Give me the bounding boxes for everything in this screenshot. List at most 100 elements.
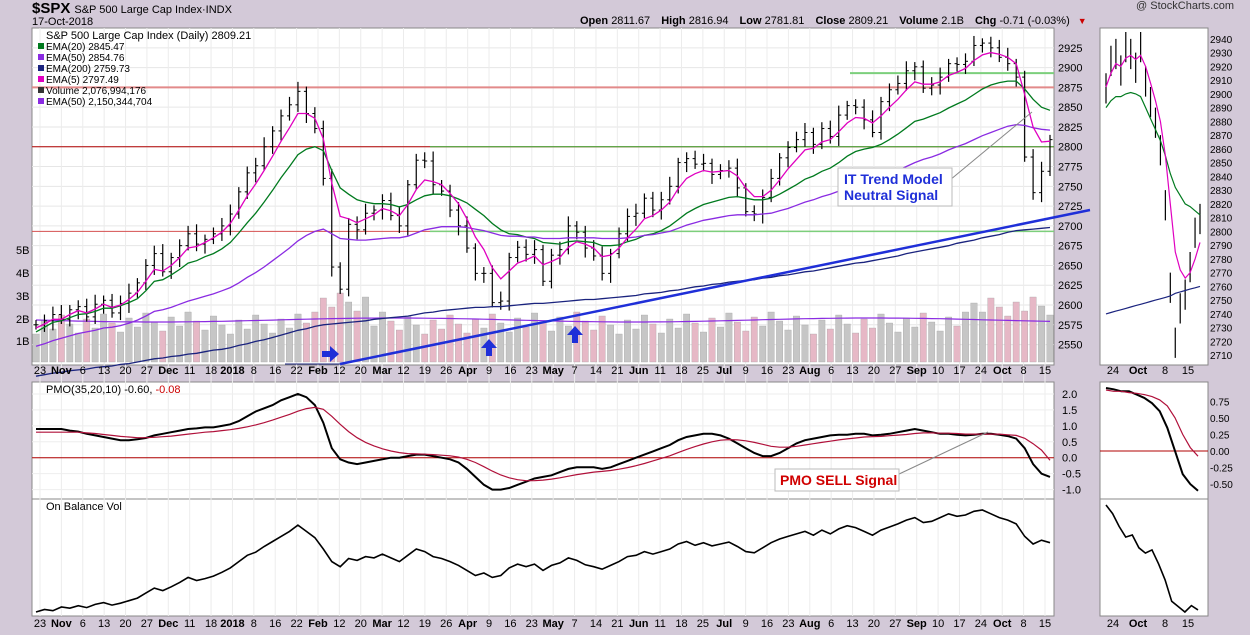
- x-tick-label: 16: [269, 618, 281, 630]
- volume-bar: [252, 314, 260, 363]
- y-tick-label: 2575: [1058, 320, 1082, 332]
- volume-bar: [581, 320, 589, 363]
- volume-bar: [218, 324, 226, 363]
- volume-bar: [472, 318, 479, 363]
- inset-y-tick-label: 2750: [1210, 296, 1233, 307]
- x-tick-label: 9: [486, 618, 492, 630]
- y-tick-label: 2675: [1058, 241, 1082, 253]
- volume-bar: [269, 332, 276, 363]
- ema-line-ema200: [35, 226, 1051, 377]
- inset-y-tick-label: 2920: [1210, 62, 1233, 73]
- x-tick-label: Oct: [993, 618, 1012, 630]
- volume-bar: [666, 318, 674, 363]
- x-tick-label: 23: [782, 618, 794, 630]
- volume-bar: [742, 330, 750, 363]
- volume-bar: [328, 306, 336, 363]
- x-tick-label: 18: [205, 365, 217, 377]
- inset-x-tick-label: 8: [1162, 618, 1168, 630]
- x-tick-label: Dec: [158, 365, 178, 377]
- volume-bar: [700, 331, 707, 363]
- symbol-title: $SPX S&P 500 Large Cap Index·INDX: [32, 0, 232, 17]
- legend-item: EMA(50) 2854.76: [46, 53, 125, 64]
- volume-bar: [455, 323, 462, 363]
- y-tick-label: 2825: [1058, 122, 1082, 134]
- volume-bar: [100, 313, 107, 363]
- x-tick-label: 18: [675, 618, 687, 630]
- x-tick-label: 6: [828, 618, 834, 630]
- volume-bar: [193, 320, 200, 363]
- volume-tick-label: 4B: [16, 268, 29, 280]
- legend-swatch: [38, 43, 44, 49]
- inset-x-tick-label: 15: [1182, 618, 1194, 630]
- volume-bar: [843, 323, 851, 363]
- volume-bar: [784, 329, 792, 363]
- x-tick-label: 22: [290, 365, 302, 377]
- x-tick-label: 6: [80, 618, 86, 630]
- volume-bar: [438, 328, 445, 363]
- legend-swatch: [38, 87, 44, 93]
- volume-bar: [387, 320, 395, 363]
- x-tick-label: May: [542, 365, 564, 377]
- x-tick-label: 13: [98, 365, 110, 377]
- watermark: @ StockCharts.com: [1136, 0, 1234, 12]
- volume-bar: [176, 325, 183, 363]
- volume-bar: [125, 317, 133, 363]
- volume-bar: [776, 320, 783, 363]
- volume-bar: [894, 331, 902, 363]
- x-tick-label: Aug: [799, 618, 820, 630]
- inset-ema-line: [1105, 54, 1201, 280]
- symbol: $SPX: [32, 0, 71, 17]
- x-tick-label: 12: [397, 618, 409, 630]
- inset-y-tick-label: 2860: [1210, 145, 1233, 156]
- x-tick-label: 10: [932, 365, 944, 377]
- volume-bar: [311, 311, 319, 363]
- pmo-sell-callout: [774, 468, 900, 492]
- volume-bar: [919, 312, 927, 363]
- x-tick-label: Feb: [308, 365, 328, 377]
- volume-bar: [649, 323, 657, 363]
- volume-bar: [412, 324, 420, 363]
- price-bars: [33, 35, 1053, 332]
- volume-bar: [1012, 301, 1020, 363]
- volume-bar: [1004, 315, 1012, 363]
- y-tick-label: 2600: [1058, 300, 1082, 312]
- y-tick-label: 2850: [1058, 102, 1082, 114]
- high-value: 2816.94: [688, 15, 729, 27]
- legend-item: EMA(200) 2759.73: [46, 64, 130, 75]
- inset-y-tick-label: 2720: [1210, 337, 1233, 348]
- x-tick-label: 2018: [220, 618, 244, 630]
- inset-pmo-line: [1105, 389, 1199, 457]
- x-tick-label: 16: [504, 365, 516, 377]
- volume-bar: [759, 325, 767, 363]
- volume-bar: [1021, 310, 1029, 363]
- inset-y-tick-label: 2840: [1210, 172, 1233, 183]
- inset-ema-line: [1105, 91, 1201, 216]
- volume-bar: [108, 322, 116, 363]
- volume-bar: [852, 332, 860, 363]
- x-tick-label: 23: [34, 365, 46, 377]
- x-tick-label: 9: [486, 365, 492, 377]
- volume-bar: [488, 313, 496, 363]
- volume-bar: [1046, 314, 1054, 363]
- it-trend-line2: Neutral Signal: [844, 187, 938, 203]
- x-tick-label: 18: [205, 618, 217, 630]
- volume-bar: [505, 331, 513, 363]
- volume-bar: [294, 313, 302, 363]
- volume-bar: [877, 313, 885, 363]
- x-tick-label: 7: [572, 365, 578, 377]
- legend-swatch: [38, 98, 44, 104]
- down-triangle-icon: ▼: [1077, 16, 1087, 26]
- inset-pmo-tick: 0.00: [1210, 447, 1230, 458]
- volume-bar: [945, 316, 952, 363]
- volume-bar: [793, 315, 800, 363]
- x-tick-label: Mar: [372, 618, 392, 630]
- ema-line-ema5: [35, 51, 1051, 329]
- inset-pmo-tick: 0.50: [1210, 414, 1230, 425]
- inset-y-tick-label: 2880: [1210, 117, 1233, 128]
- x-tick-label: 12: [333, 618, 345, 630]
- volume-bar: [66, 323, 74, 363]
- volume-bar: [860, 318, 868, 363]
- inset-y-tick-label: 2890: [1210, 104, 1233, 115]
- volume-bar: [1038, 305, 1045, 363]
- y-tick-label: 2725: [1058, 201, 1082, 213]
